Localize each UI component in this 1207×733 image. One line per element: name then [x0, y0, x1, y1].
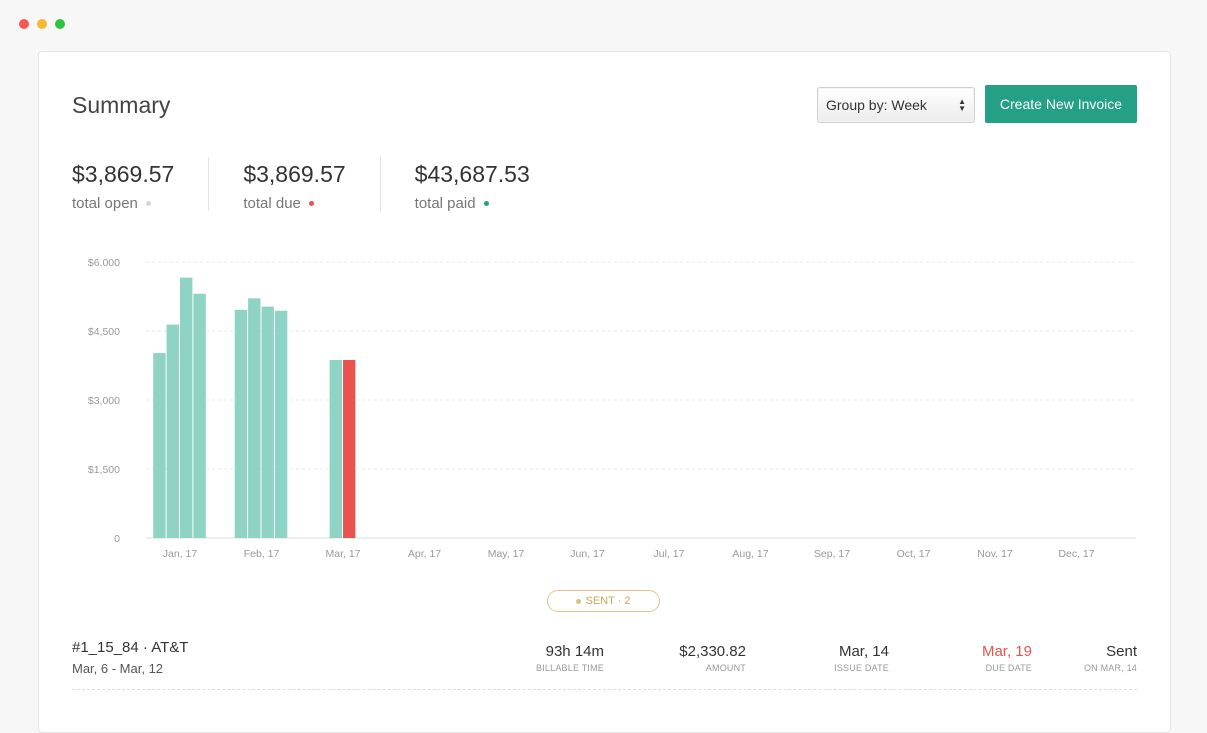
x-tick-label: Aug, 17	[732, 548, 768, 560]
close-window-icon[interactable]	[19, 19, 29, 29]
chart-bar	[343, 359, 356, 538]
x-tick-label: Mar, 17	[325, 548, 360, 560]
y-tick-label: 0	[114, 533, 120, 545]
amount-label: AMOUNT	[705, 663, 746, 673]
x-tick-label: Nov, 17	[977, 548, 1013, 560]
billable-time-label: BILLABLE TIME	[536, 663, 604, 673]
due-date-label: DUE DATE	[985, 663, 1032, 673]
stat-label-wrap: total open	[72, 195, 174, 212]
page-title: Summary	[72, 92, 171, 118]
stat-label-wrap: total paid	[415, 195, 530, 212]
stat-total-paid: $43,687.53 total paid	[414, 157, 564, 212]
invoice-title: #1_15_84 · AT&T	[72, 639, 189, 656]
chart-bar	[153, 353, 166, 538]
y-tick-label: $4,500	[88, 326, 120, 338]
status-label: ON MAR, 14	[1083, 663, 1137, 673]
stat-label: total due	[243, 195, 301, 212]
chart-bar	[248, 298, 261, 538]
status-dot-icon	[308, 201, 314, 206]
chart-bar	[261, 306, 274, 538]
issue-date-cell: Mar, 14 ISSUE DATE	[834, 643, 889, 673]
status-cell: Sent ON MAR, 14	[1084, 643, 1137, 673]
due-date-value: Mar, 19	[981, 643, 1032, 660]
x-tick-label: Sep, 17	[814, 548, 850, 560]
stat-label-wrap: total due	[243, 195, 345, 212]
chart-svg: $6,000 $4,500 $3,000 $1,500 0 Jan, 17 Feb, 17 M…	[88, 257, 1136, 560]
create-new-invoice-button[interactable]: Create New Invoice	[985, 85, 1137, 123]
x-tick-label: Dec, 17	[1058, 548, 1094, 560]
x-tick-label: Oct, 17	[897, 548, 931, 560]
issue-date-value: Mar, 14	[838, 643, 889, 660]
amount-value: $2,330.82	[679, 643, 746, 660]
maximize-window-icon[interactable]	[55, 19, 65, 29]
minimize-window-icon[interactable]	[37, 19, 47, 29]
due-date-cell: Mar, 19 DUE DATE	[982, 643, 1032, 673]
invoice-date-range: Mar, 6 - Mar, 12	[72, 661, 164, 676]
billable-time-value: 93h 14m	[545, 643, 604, 660]
x-tick-label: Jan, 17	[163, 548, 198, 560]
summary-card: Summary Group by: Week ▲ ▼ Create New Inv…	[38, 51, 1171, 733]
billable-time-cell: 93h 14m BILLABLE TIME	[536, 643, 604, 673]
x-tick-label: May, 17	[488, 548, 525, 560]
stat-amount: $3,869.57	[243, 161, 346, 187]
stat-label: total paid	[414, 195, 476, 212]
x-tick-label: Jul, 17	[654, 548, 685, 560]
amount-cell: $2,330.82 AMOUNT	[679, 643, 746, 673]
invoice-row[interactable]: #1_15_84 · AT&T Mar, 6 - Mar, 12 93h 14m…	[72, 637, 1137, 690]
chart-bar	[166, 324, 179, 538]
window-controls	[19, 19, 65, 29]
chart-bar	[180, 277, 193, 538]
badge-label: SENT · 2	[585, 595, 631, 607]
x-tick-label: Jun, 17	[570, 548, 605, 560]
status-dot-icon	[145, 201, 151, 206]
x-tick-label: Feb, 17	[244, 548, 280, 560]
chart-bar	[193, 293, 206, 538]
stat-total-open: $3,869.57 total open	[72, 157, 210, 212]
chart-bar	[274, 310, 288, 538]
x-tick-label: Apr, 17	[408, 548, 441, 560]
chart-bar	[234, 309, 248, 538]
group-by-value: Group by: Week	[826, 97, 927, 113]
stat-label: total open	[72, 195, 138, 212]
badge-dot-icon	[576, 598, 582, 604]
y-tick-label: $1,500	[88, 464, 120, 476]
issue-date-label: ISSUE DATE	[834, 663, 889, 673]
stats-row: $3,869.57 total open $3,869.57 total due…	[72, 157, 598, 212]
stat-amount: $43,687.53	[414, 161, 530, 187]
sent-filter-badge[interactable]: SENT · 2	[547, 590, 660, 612]
status-value: Sent	[1106, 643, 1137, 660]
select-arrows-icon: ▲ ▼	[958, 97, 966, 113]
y-tick-label: $3,000	[88, 395, 120, 407]
stat-amount: $3,869.57	[72, 161, 175, 187]
weekly-invoice-chart: $6,000 $4,500 $3,000 $1,500 0 Jan, 17 Feb, 17 M…	[39, 247, 1170, 577]
group-by-select[interactable]: Group by: Week ▲ ▼	[817, 87, 975, 123]
chart-bar	[329, 359, 342, 538]
stat-total-due: $3,869.57 total due	[243, 157, 381, 212]
y-tick-label: $6,000	[88, 257, 120, 269]
status-dot-icon	[483, 201, 489, 206]
